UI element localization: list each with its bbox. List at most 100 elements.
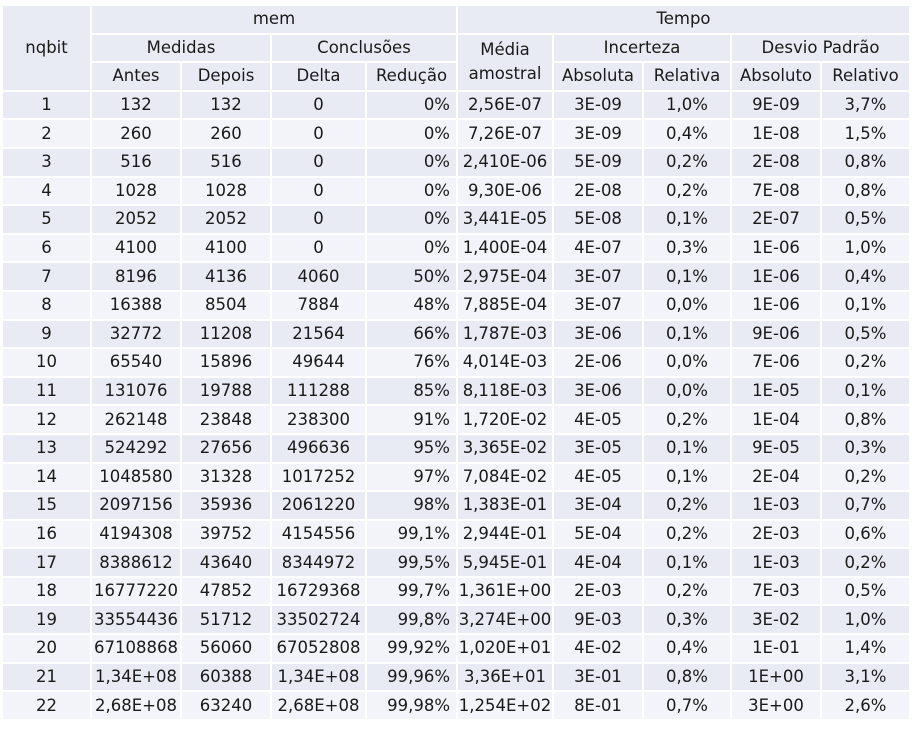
cell-depois: 39752 [182,520,270,548]
cell-reducao: 91% [367,406,456,433]
cell-delta: 238300 [272,406,365,433]
cell-nqbit: 15 [3,492,90,519]
cell-reducao: 98% [367,492,456,519]
cell-desvio-relativo: 0,6% [822,520,909,548]
cell-incerteza-relativa: 0,7% [644,692,730,719]
cell-media-amostral: 2,56E-07 [458,91,552,119]
cell-delta: 8344972 [272,549,365,576]
cell-antes: 260 [92,120,180,147]
cell-incerteza-absoluta: 3E-09 [554,91,642,119]
cell-delta: 21564 [272,320,365,348]
table-row: 5 2052 2052 0 0% 3,441E-05 5E-08 0,1% 2E-07 0,5% [3,206,909,233]
cell-media-amostral: 7,26E-07 [458,120,552,147]
header-tempo: Tempo [458,6,909,33]
cell-reducao: 66% [367,320,456,348]
cell-nqbit: 13 [3,434,90,462]
cell-delta: 0 [272,120,365,147]
cell-antes: 8388612 [92,549,180,576]
cell-desvio-relativo: 0,2% [822,463,909,491]
cell-media-amostral: 1,020E+01 [458,635,552,662]
cell-incerteza-relativa: 0,3% [644,234,730,262]
header-media-line1: Média [480,40,530,60]
cell-antes: 8196 [92,263,180,290]
cell-reducao: 99,5% [367,549,456,576]
cell-incerteza-absoluta: 5E-08 [554,206,642,233]
cell-incerteza-relativa: 0,4% [644,120,730,147]
cell-incerteza-relativa: 0,2% [644,148,730,176]
cell-incerteza-relativa: 0,4% [644,635,730,662]
cell-incerteza-relativa: 0,2% [644,492,730,519]
cell-incerteza-relativa: 0,0% [644,291,730,319]
cell-depois: 51712 [182,606,270,634]
cell-incerteza-relativa: 0,1% [644,549,730,576]
cell-antes: 4194308 [92,520,180,548]
table-row: 12 262148 23848 238300 91% 1,720E-02 4E-05 0,2%… [3,406,909,433]
cell-desvio-relativo: 0,4% [822,263,909,290]
cell-delta: 1017252 [272,463,365,491]
cell-desvio-absoluto: 1E-08 [732,120,820,147]
cell-reducao: 48% [367,291,456,319]
header-media-line2: amostral [468,64,542,84]
table-row: 7 8196 4136 4060 50% 2,975E-04 3E-07 0,1% 1E-06 0… [3,263,909,290]
table-row: 19 33554436 51712 33502724 99,8% 3,274E+00 9E-… [3,606,909,634]
cell-incerteza-absoluta: 4E-04 [554,549,642,576]
cell-desvio-relativo: 2,6% [822,692,909,719]
header-medidas: Medidas [92,34,270,62]
cell-incerteza-absoluta: 3E-06 [554,320,642,348]
cell-nqbit: 2 [3,120,90,147]
cell-depois: 4100 [182,234,270,262]
cell-incerteza-relativa: 0,2% [644,577,730,605]
table-row: 8 16388 8504 7884 48% 7,885E-04 3E-07 0,0% 1E-06… [3,291,909,319]
cell-depois: 60388 [182,663,270,691]
cell-delta: 0 [272,148,365,176]
cell-incerteza-absoluta: 2E-06 [554,349,642,376]
cell-desvio-absoluto: 1E-06 [732,234,820,262]
cell-reducao: 99,7% [367,577,456,605]
header-reducao: Redução [367,63,456,90]
table-row: 9 32772 11208 21564 66% 1,787E-03 3E-06 0,1% 9E-… [3,320,909,348]
cell-delta: 33502724 [272,606,365,634]
cell-reducao: 85% [367,377,456,405]
table-body: 1 132 132 0 0% 2,56E-07 3E-09 1,0% 9E-09 3,7% 2 260… [3,91,909,719]
cell-desvio-absoluto: 1E-05 [732,377,820,405]
cell-reducao: 97% [367,463,456,491]
cell-antes: 131076 [92,377,180,405]
cell-desvio-absoluto: 1E-06 [732,263,820,290]
cell-desvio-relativo: 0,5% [822,577,909,605]
cell-desvio-relativo: 0,2% [822,349,909,376]
cell-incerteza-relativa: 1,0% [644,91,730,119]
cell-delta: 7884 [272,291,365,319]
cell-depois: 35936 [182,492,270,519]
cell-media-amostral: 7,084E-02 [458,463,552,491]
cell-incerteza-relativa: 0,1% [644,463,730,491]
cell-nqbit: 3 [3,148,90,176]
cell-reducao: 0% [367,91,456,119]
cell-incerteza-absoluta: 3E-07 [554,263,642,290]
header-antes: Antes [92,63,180,90]
cell-media-amostral: 1,383E-01 [458,492,552,519]
cell-nqbit: 19 [3,606,90,634]
table-row: 11 131076 19788 111288 85% 8,118E-03 3E-06 0,0%… [3,377,909,405]
table-row: 10 65540 15896 49644 76% 4,014E-03 2E-06 0,0% 7E… [3,349,909,376]
cell-desvio-relativo: 0,8% [822,148,909,176]
cell-desvio-absoluto: 1E+00 [732,663,820,691]
header-relativa: Relativa [644,63,730,90]
cell-nqbit: 5 [3,206,90,233]
cell-nqbit: 4 [3,177,90,205]
table-row: 18 16777220 47852 16729368 99,7% 1,361E+00 2E-… [3,577,909,605]
cell-media-amostral: 3,441E-05 [458,206,552,233]
table-row: 20 67108868 56060 67052808 99,92% 1,020E+01 4E… [3,635,909,662]
cell-antes: 1048580 [92,463,180,491]
cell-delta: 111288 [272,377,365,405]
cell-delta: 1,34E+08 [272,663,365,691]
cell-incerteza-absoluta: 3E-07 [554,291,642,319]
header-delta: Delta [272,63,365,90]
cell-delta: 4060 [272,263,365,290]
table-row: 2 260 260 0 0% 7,26E-07 3E-09 0,4% 1E-08 1,5% [3,120,909,147]
cell-incerteza-absoluta: 3E-05 [554,434,642,462]
cell-incerteza-absoluta: 3E-09 [554,120,642,147]
cell-nqbit: 12 [3,406,90,433]
cell-depois: 56060 [182,635,270,662]
table-row: 1 132 132 0 0% 2,56E-07 3E-09 1,0% 9E-09 3,7% [3,91,909,119]
header-mem: mem [92,6,456,33]
